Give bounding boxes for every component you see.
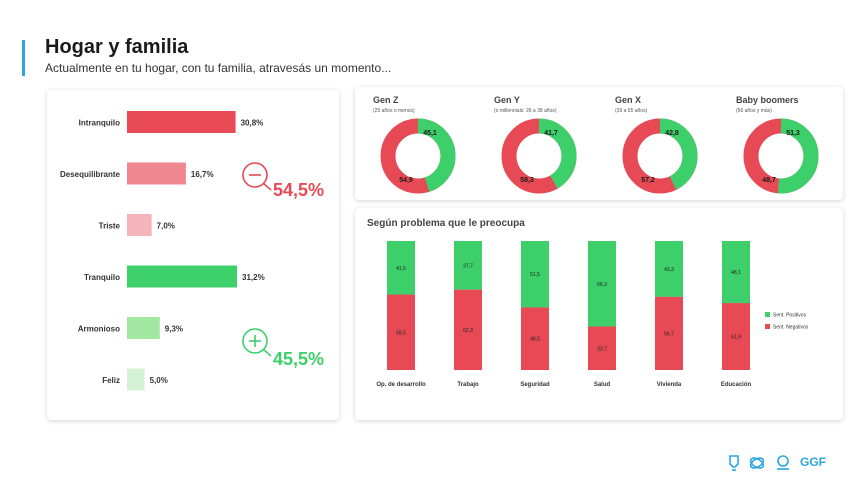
bar-category-label: Armonioso	[78, 325, 120, 334]
bar-category-label: Triste	[99, 222, 121, 231]
footer-logos	[729, 455, 789, 471]
page-subtitle: Actualmente en tu hogar, con tu familia,…	[45, 61, 392, 75]
ribbon-logo-icon	[749, 457, 765, 469]
bar	[127, 317, 160, 339]
donut-positive-segment	[380, 118, 456, 194]
stacked-category-label: Educación	[721, 382, 752, 388]
donut-negative-label: 54,9	[399, 177, 413, 184]
bar-value-label: 9,3%	[165, 325, 183, 334]
generation-panel: Gen Z (25 años o menos) 45,1 54,9 Gen Y (o mi…	[355, 87, 843, 200]
donut-hole	[759, 134, 803, 178]
bar	[127, 265, 237, 288]
stacked-bar-negative	[387, 294, 415, 370]
donut-positive-segment	[501, 118, 577, 194]
stacked-bar-positive	[655, 241, 683, 297]
bar-value-label: 30,8%	[241, 119, 264, 128]
stacked-bar-negative	[521, 307, 549, 370]
bar	[127, 111, 236, 133]
generation-donut-charts: Gen Z (25 años o menos) 45,1 54,9 Gen Y (o mi…	[373, 95, 819, 194]
stacked-negative-label: 56,7	[664, 331, 674, 337]
donut-negative-label: 57,2	[641, 177, 655, 184]
legend-label-negative: Sent. Negativos	[773, 325, 809, 331]
stacked-negative-label: 62,3	[463, 328, 473, 334]
donut-hole	[396, 134, 440, 178]
donut-title: Gen X	[615, 95, 641, 105]
bar	[127, 368, 145, 391]
stacked-positive-label: 41,5	[396, 266, 406, 272]
bar	[127, 214, 152, 236]
donut-title: Gen Y	[494, 95, 520, 105]
stacked-category-label: Seguridad	[520, 382, 550, 388]
stacked-bar-positive	[454, 241, 482, 290]
stacked-bar-negative	[588, 326, 616, 370]
legend-swatch-negative	[765, 324, 770, 329]
legend-label-positive: Sent. Positivos	[773, 313, 807, 319]
bar-value-label: 7,0%	[157, 222, 175, 231]
stacked-positive-label: 48,1	[731, 270, 741, 276]
donut-title: Gen Z	[373, 95, 399, 105]
page-title: Hogar y familia	[45, 36, 189, 58]
stacked-bar-negative	[722, 303, 750, 370]
bar-category-label: Intranquilo	[79, 119, 120, 128]
stacked-bar-positive	[387, 241, 415, 295]
emotion-bar-chart: Intranquilo 30,8% Desequilibrante 16,7% Tris…	[60, 111, 324, 391]
minus-circle-icon	[242, 162, 272, 191]
donut-positive-label: 51,3	[786, 130, 800, 137]
stacked-positive-label: 66,3	[597, 282, 607, 288]
donut-subtitle: (o millennials: 26 a 38 años)	[494, 108, 557, 114]
donut-negative-label: 48,7	[762, 177, 776, 184]
stacked-chart-title: Según problema que le preocupa	[367, 218, 525, 229]
donut-subtitle: (39 a 55 años)	[615, 108, 648, 114]
stacked-positive-label: 37,7	[463, 263, 473, 269]
bar	[127, 162, 186, 185]
donut-negative-label: 58,3	[520, 177, 534, 184]
stacked-positive-label: 43,3	[664, 267, 674, 273]
donut-hole	[638, 134, 682, 178]
stacked-category-label: Op. de desarrollo	[376, 382, 426, 388]
stacked-negative-label: 58,5	[396, 330, 406, 336]
donut-title: Baby boomers	[736, 95, 799, 105]
stacked-bar-positive	[588, 241, 616, 327]
footer-brand: GGF	[800, 455, 826, 469]
bar-category-label: Feliz	[102, 376, 120, 385]
plus-circle-icon	[242, 328, 272, 357]
donut-positive-segment	[743, 118, 819, 194]
donut-positive-label: 45,1	[423, 130, 437, 137]
problem-stacked-chart: Según problema que le preocupa 41,5 58,5 Op…	[367, 218, 809, 388]
negative-total: 54,5%	[273, 180, 324, 200]
donut-positive-label: 42,8	[665, 130, 679, 137]
stacked-category-label: Salud	[594, 382, 611, 388]
stacked-category-label: Vivienda	[657, 382, 682, 388]
bar-category-label: Tranquilo	[84, 273, 120, 282]
stacked-negative-label: 51,9	[731, 335, 741, 341]
donut-hole	[517, 134, 561, 178]
stacked-bar-positive	[521, 241, 549, 308]
emotion-panel: Intranquilo 30,8% Desequilibrante 16,7% Tris…	[47, 90, 339, 420]
stacked-positive-label: 51,5	[530, 272, 540, 278]
donut-subtitle: (25 años o menos)	[373, 108, 415, 114]
stacked-bar-negative	[454, 289, 482, 370]
stacked-negative-label: 33,7	[597, 346, 607, 352]
stacked-bar-positive	[722, 241, 750, 304]
stacked-category-label: Trabajo	[457, 382, 479, 388]
bar-value-label: 5,0%	[150, 376, 168, 385]
bar-category-label: Desequilibrante	[60, 170, 121, 179]
bulb-logo-icon	[729, 455, 739, 471]
bar-value-label: 16,7%	[191, 170, 214, 179]
donut-positive-label: 41,7	[544, 130, 558, 137]
positive-total: 45,5%	[273, 349, 324, 369]
head-logo-icon	[777, 455, 789, 470]
problem-panel: Según problema que le preocupa 41,5 58,5 Op…	[355, 208, 843, 420]
title-accent-bar	[22, 40, 25, 76]
donut-subtitle: (56 años y más)	[736, 108, 772, 114]
stacked-negative-label: 48,5	[530, 337, 540, 343]
stacked-bar-negative	[655, 296, 683, 370]
bar-value-label: 31,2%	[242, 273, 265, 282]
donut-positive-segment	[622, 118, 698, 194]
legend-swatch-positive	[765, 312, 770, 317]
